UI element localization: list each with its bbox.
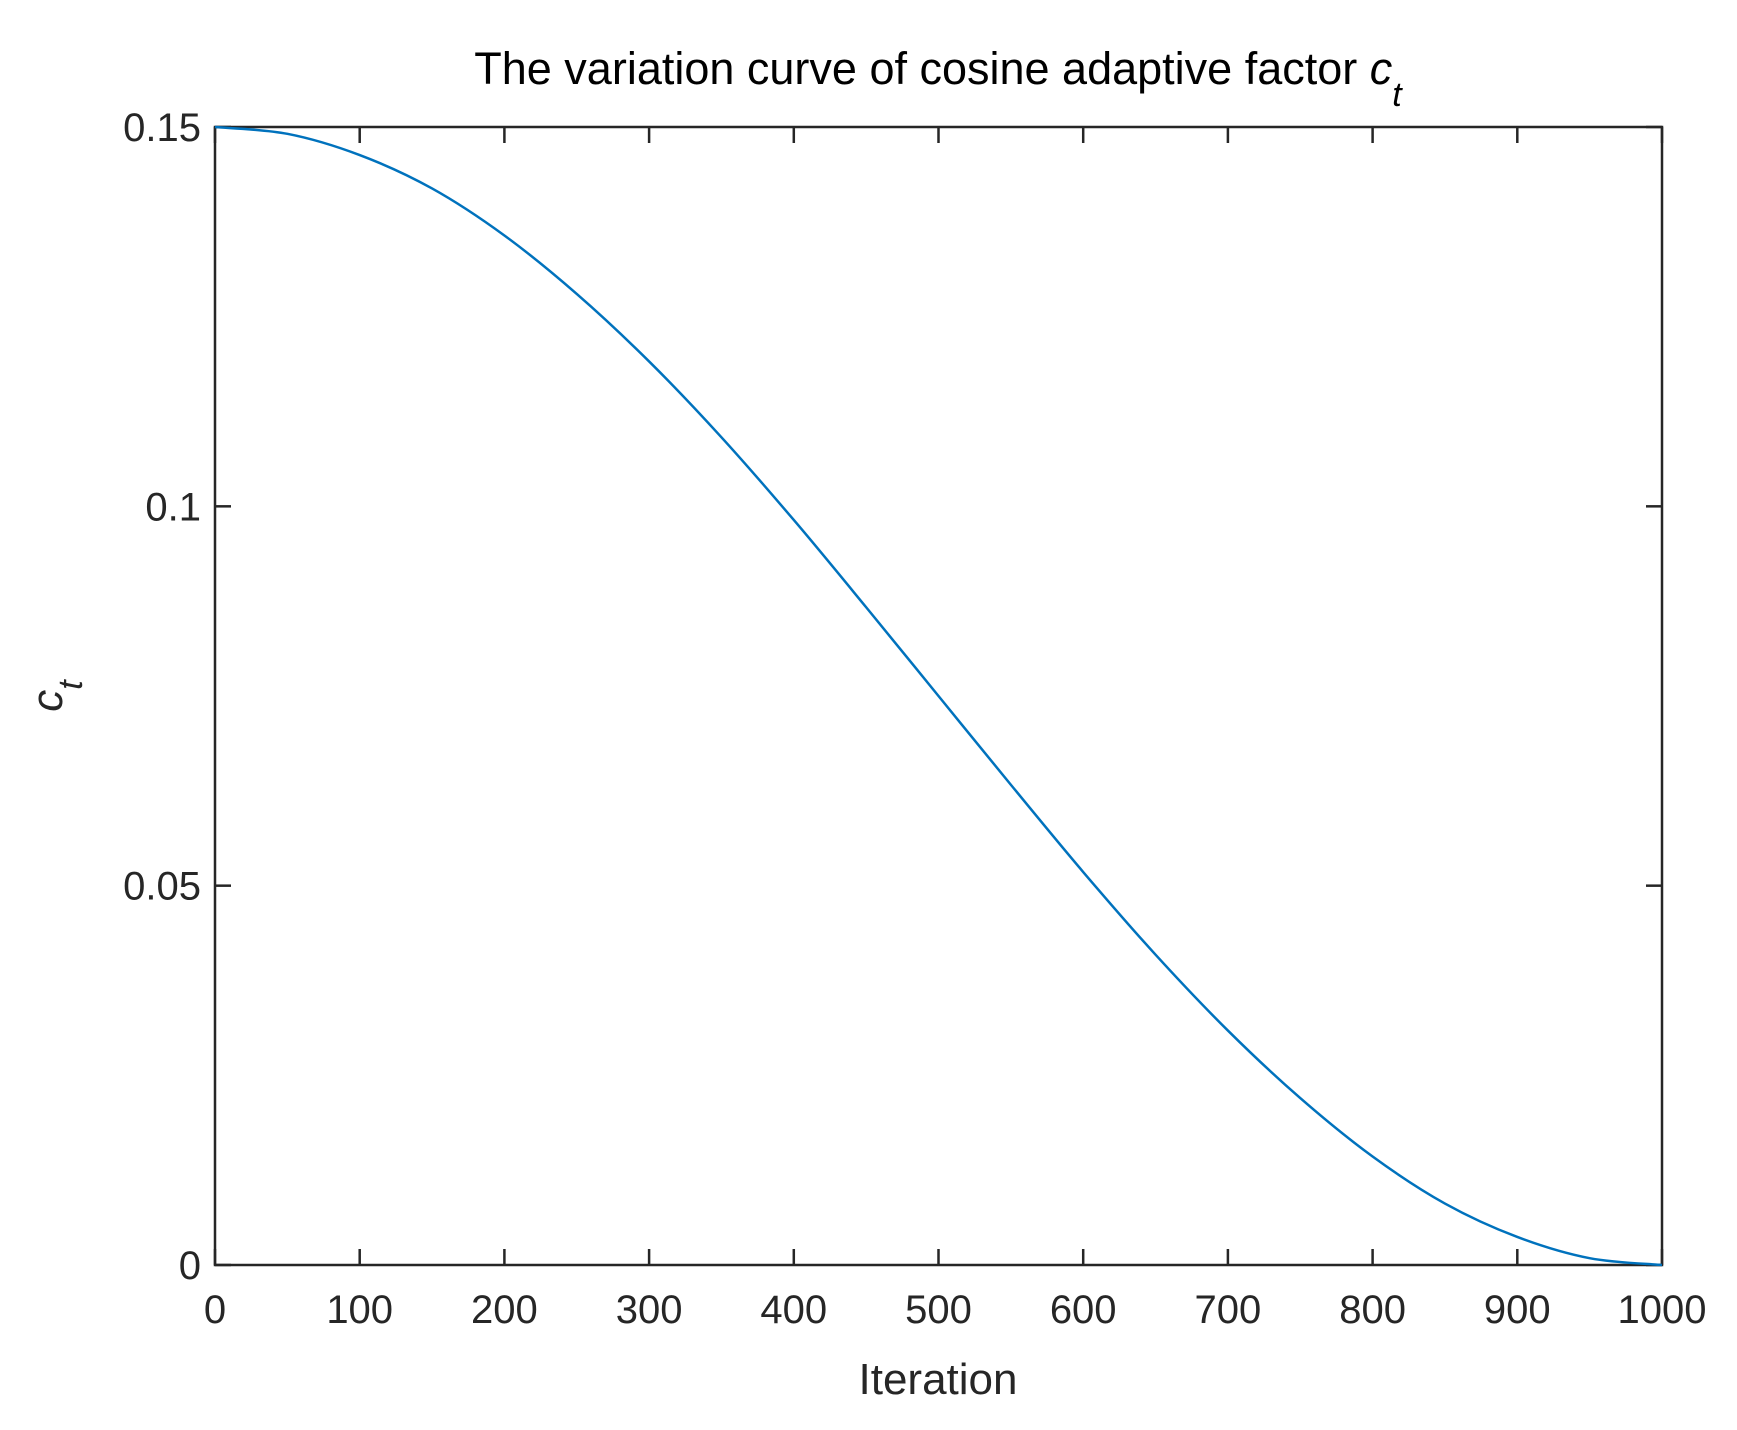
x-tick-label: 500 [905, 1288, 972, 1332]
x-tick-label: 0 [204, 1288, 226, 1332]
x-tick-label: 1000 [1618, 1288, 1707, 1332]
chart-title-symbol: c [1370, 43, 1393, 94]
x-tick-label: 100 [326, 1288, 393, 1332]
y-axis-title-symbol-sub: t [52, 679, 90, 690]
x-tick-label: 900 [1484, 1288, 1551, 1332]
y-tick-label: 0 [179, 1244, 201, 1288]
y-tick-label: 0.1 [145, 485, 201, 529]
x-tick-label: 700 [1195, 1288, 1262, 1332]
x-tick-label: 200 [471, 1288, 538, 1332]
series-layer [214, 125, 1663, 1267]
y-tick-label: 0.05 [123, 865, 201, 909]
x-tick-label: 600 [1050, 1288, 1117, 1332]
series-line-0 [214, 125, 1663, 1267]
x-tick-label: 300 [616, 1288, 683, 1332]
y-axis-ticks: 0 0.05 0.1 0.15 [123, 106, 1662, 1288]
y-axis-title-symbol: c [23, 690, 72, 712]
x-axis-title: Iteration [859, 1355, 1018, 1404]
x-tick-label: 800 [1339, 1288, 1406, 1332]
x-axis-ticks: 0 100 200 300 400 500 600 700 800 900 1000 [204, 127, 1707, 1332]
chart-title-symbol-sub: t [1392, 76, 1403, 114]
chart-title-text: The variation curve of cosine adaptive f… [474, 43, 1357, 94]
y-axis-title: ct [23, 679, 90, 712]
y-tick-label: 0.15 [123, 106, 201, 150]
chart-title: The variation curve of cosine adaptive f… [474, 43, 1403, 114]
x-tick-label: 400 [760, 1288, 827, 1332]
